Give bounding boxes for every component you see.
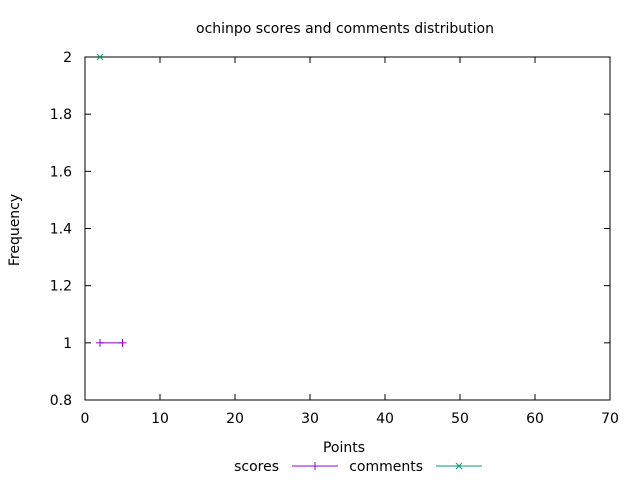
legend-label-comments: comments — [349, 459, 423, 475]
legend-sample-scores — [292, 462, 338, 470]
x-tick-label: 0 — [81, 411, 90, 427]
y-tick-label: 0.8 — [50, 393, 72, 409]
series-comments — [96, 53, 104, 61]
x-tick-label: 50 — [451, 411, 469, 427]
x-axis: 0 10 20 30 40 50 60 70 — [81, 57, 619, 427]
x-tick-label: 70 — [601, 411, 619, 427]
x-tick-label: 20 — [226, 411, 244, 427]
y-axis: 0.8 1 1.2 1.4 1.6 1.8 2 — [50, 50, 610, 409]
legend: scores comments — [234, 459, 482, 475]
legend-marker-comments — [455, 462, 463, 470]
data-point-scores — [118, 338, 127, 347]
x-tick-label: 10 — [151, 411, 169, 427]
x-tick-label: 30 — [301, 411, 319, 427]
legend-label-scores: scores — [234, 459, 279, 475]
x-tick-label: 40 — [376, 411, 394, 427]
x-axis-label: Points — [323, 440, 365, 456]
y-tick-label: 1.2 — [50, 279, 72, 295]
y-tick-label: 1.4 — [50, 222, 72, 238]
data-point-scores — [96, 338, 104, 347]
plot-frame — [84, 56, 611, 401]
legend-sample-comments — [436, 462, 482, 470]
data-point-comments — [96, 53, 104, 61]
chart-title: ochinpo scores and comments distribution — [196, 21, 494, 37]
y-tick-label: 1.8 — [50, 107, 72, 123]
y-tick-label: 1 — [63, 336, 72, 352]
y-axis-label: Frequency — [7, 194, 23, 266]
legend-marker-scores — [311, 462, 319, 470]
series-scores — [96, 338, 127, 347]
series-layer — [96, 53, 127, 347]
y-tick-label: 2 — [63, 50, 72, 66]
y-tick-label: 1.6 — [50, 164, 72, 180]
x-tick-label: 60 — [526, 411, 544, 427]
